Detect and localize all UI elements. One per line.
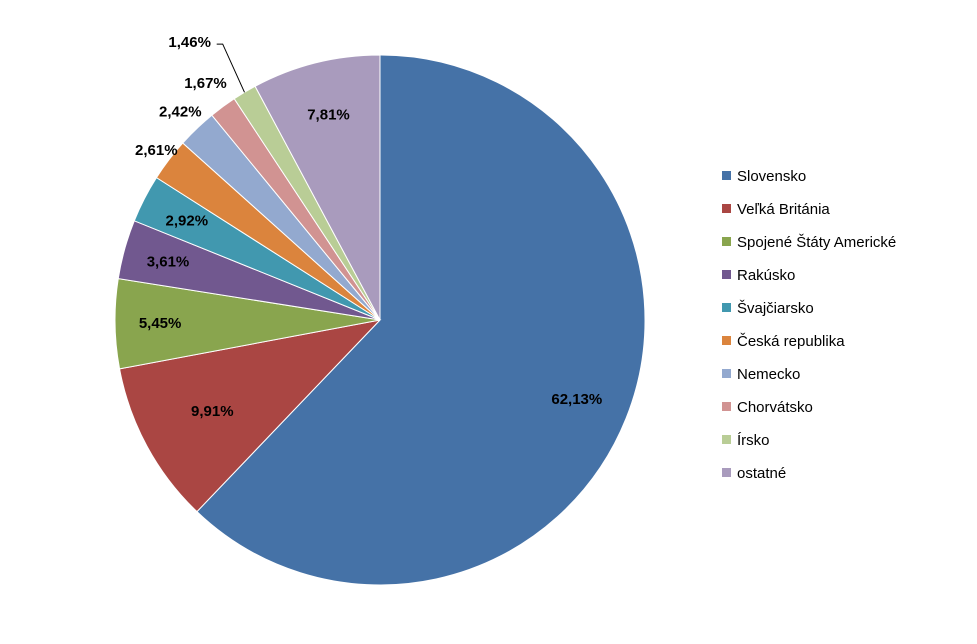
- legend-label-svajciarsko: Švajčiarsko: [737, 300, 814, 317]
- data-label-chorvatsko: 1,67%: [184, 75, 227, 92]
- legend-swatch-velka-britania: [722, 204, 731, 213]
- legend-label-ceska-republika: Česká republika: [737, 333, 845, 350]
- data-label-rakusko: 3,61%: [147, 253, 190, 270]
- data-label-ostatne: 7,81%: [307, 106, 350, 123]
- pie-slice-ostatne: [254, 54, 381, 321]
- data-label-ceska-republika: 2,61%: [135, 142, 178, 159]
- data-label-spojene-staty-americke: 5,45%: [139, 315, 182, 332]
- legend-label-chorvatsko: Chorvátsko: [737, 399, 813, 416]
- legend-label-velka-britania: Veľká Británia: [737, 201, 830, 218]
- legend-swatch-rakusko: [722, 270, 731, 279]
- pie-data-labels: 62,13% 9,91% 5,45% 3,61% 2,92% 2,61% 2,42% 1,67…: [135, 34, 602, 420]
- legend-label-rakusko: Rakúsko: [737, 267, 795, 284]
- legend-swatch-irsko: [722, 435, 731, 444]
- legend-item-spojene-staty-americke: Spojené Štáty Americké: [722, 234, 896, 251]
- chart-legend: Slovensko Veľká Británia Spojené Štáty Ame…: [722, 168, 896, 482]
- legend-item-slovensko: Slovensko: [722, 168, 806, 185]
- legend-swatch-slovensko: [722, 171, 731, 180]
- leader-line-irsko: [216, 43, 245, 93]
- legend-swatch-svajciarsko: [722, 303, 731, 312]
- legend-item-nemecko: Nemecko: [722, 366, 800, 383]
- legend-label-irsko: Írsko: [737, 432, 770, 449]
- legend-swatch-spojene-staty-americke: [722, 237, 731, 246]
- data-label-nemecko: 2,42%: [159, 103, 202, 120]
- legend-label-spojene-staty-americke: Spojené Štáty Americké: [737, 234, 896, 251]
- pie-slices: [114, 54, 646, 586]
- legend-swatch-ostatne: [722, 468, 731, 477]
- legend-label-ostatne: ostatné: [737, 465, 786, 482]
- legend-item-irsko: Írsko: [722, 432, 770, 449]
- legend-label-slovensko: Slovensko: [737, 168, 806, 185]
- legend-item-chorvatsko: Chorvátsko: [722, 399, 813, 416]
- legend-label-nemecko: Nemecko: [737, 366, 800, 383]
- legend-item-ceska-republika: Česká republika: [722, 333, 845, 350]
- legend-item-ostatne: ostatné: [722, 465, 786, 482]
- data-label-slovensko: 62,13%: [551, 391, 602, 408]
- legend-swatch-ceska-republika: [722, 336, 731, 345]
- legend-item-velka-britania: Veľká Británia: [722, 201, 830, 218]
- data-label-velka-britania: 9,91%: [191, 403, 234, 420]
- legend-item-svajciarsko: Švajčiarsko: [722, 300, 814, 317]
- pie-slice-slovensko: [196, 54, 646, 586]
- legend-swatch-chorvatsko: [722, 402, 731, 411]
- legend-swatch-nemecko: [722, 369, 731, 378]
- legend-item-rakusko: Rakúsko: [722, 267, 795, 284]
- data-label-irsko: 1,46%: [168, 34, 211, 51]
- data-label-svajciarsko: 2,92%: [166, 213, 209, 230]
- pie-slice-velka-britania: [118, 319, 382, 513]
